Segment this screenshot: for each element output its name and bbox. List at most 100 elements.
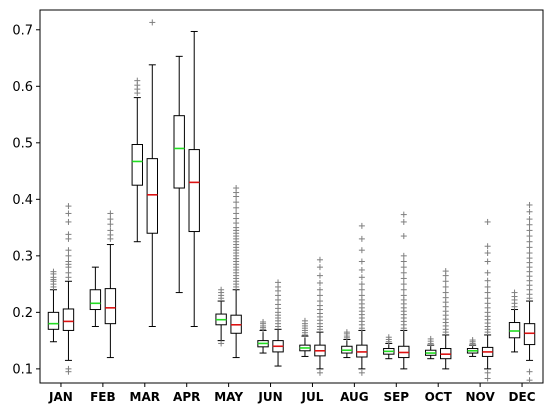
outlier-marker xyxy=(484,277,491,284)
outlier-marker xyxy=(385,334,392,341)
outlier-marker xyxy=(65,269,72,276)
y-axis: 0.1 0.2 0.3 0.4 0.5 0.6 0.7 xyxy=(12,23,40,377)
x-tick-label-sep: SEP xyxy=(383,390,409,404)
x-axis: JAN FEB MAR APR MAY JUN JUL AUG SEP OCT NOV DEC xyxy=(48,383,536,404)
x-tick-label-jan: JAN xyxy=(48,390,73,404)
outlier-marker xyxy=(149,19,156,26)
outlier-marker xyxy=(427,335,434,342)
x-tick-label-oct: OCT xyxy=(425,390,453,404)
x-tick-label-jul: JUL xyxy=(301,390,324,404)
outlier-marker xyxy=(65,247,72,254)
outlier-marker xyxy=(358,235,365,242)
box-iqr xyxy=(104,288,117,325)
outlier-marker xyxy=(484,243,491,250)
outlier-marker xyxy=(484,258,491,265)
box-iqr xyxy=(89,289,102,311)
outlier-marker xyxy=(400,233,407,240)
outlier-marker xyxy=(442,268,449,275)
x-tick-label-apr: APR xyxy=(173,390,200,404)
y-tick-label: 0.2 xyxy=(12,306,33,321)
outlier-marker xyxy=(107,210,114,217)
y-tick-label: 0.3 xyxy=(12,249,33,264)
box-red-apr xyxy=(188,30,200,327)
box-iqr xyxy=(62,308,75,331)
outlier-marker xyxy=(400,286,407,293)
box-green-may xyxy=(215,286,227,347)
outlier-marker xyxy=(358,286,365,293)
outlier-marker xyxy=(358,247,365,254)
outlier-marker xyxy=(526,238,533,245)
outlier-marker xyxy=(442,278,449,285)
outlier-marker xyxy=(343,329,350,336)
outlier-marker xyxy=(484,269,491,276)
box-iqr xyxy=(173,115,185,189)
outlier-marker xyxy=(233,204,240,211)
outlier-marker xyxy=(358,266,365,273)
outlier-marker xyxy=(526,221,533,228)
outlier-marker xyxy=(526,201,533,208)
box-red-feb xyxy=(104,210,117,359)
outlier-marker xyxy=(65,210,72,217)
outlier-marker xyxy=(358,369,365,376)
box-green-apr xyxy=(173,55,185,294)
box-red-dec xyxy=(523,201,536,384)
outlier-marker xyxy=(484,283,491,290)
outlier-marker xyxy=(484,300,491,307)
box-green-jan xyxy=(47,268,60,343)
box-red-nov xyxy=(481,218,494,382)
outlier-marker xyxy=(301,317,308,324)
box-red-mar xyxy=(146,19,158,327)
box-series xyxy=(47,19,536,384)
box-red-aug xyxy=(356,222,368,376)
outlier-marker xyxy=(316,279,323,286)
outlier-marker xyxy=(484,289,491,296)
box-green-aug xyxy=(341,329,353,359)
x-tick-label-jun: JUN xyxy=(257,390,282,404)
box-iqr xyxy=(146,158,158,234)
box-green-sep xyxy=(383,334,395,360)
outlier-marker xyxy=(400,252,407,259)
y-tick-label: 0.4 xyxy=(12,193,33,208)
box-green-oct xyxy=(425,335,437,360)
outlier-marker xyxy=(107,216,114,223)
box-iqr xyxy=(508,322,521,339)
outlier-marker xyxy=(260,318,267,325)
y-tick-label: 0.5 xyxy=(12,136,33,151)
y-tick-label: 0.7 xyxy=(12,23,33,38)
outlier-marker xyxy=(107,227,114,234)
box-green-feb xyxy=(89,266,102,327)
outlier-marker xyxy=(526,208,533,215)
y-tick-label: 0.1 xyxy=(12,362,33,377)
box-red-jun xyxy=(272,279,284,367)
outlier-marker xyxy=(65,365,72,372)
outlier-marker xyxy=(233,199,240,206)
outlier-marker xyxy=(316,286,323,293)
outlier-marker xyxy=(65,258,72,265)
box-red-may xyxy=(230,185,242,359)
outlier-marker xyxy=(526,227,533,234)
outlier-marker xyxy=(65,203,72,210)
box-green-nov xyxy=(466,337,479,357)
box-iqr xyxy=(356,344,368,358)
outlier-marker xyxy=(50,268,57,275)
outlier-marker xyxy=(511,289,518,296)
outlier-marker xyxy=(400,264,407,271)
outlier-marker xyxy=(358,281,365,288)
outlier-marker xyxy=(484,295,491,302)
outlier-marker xyxy=(233,210,240,217)
outlier-marker xyxy=(400,211,407,218)
outlier-marker xyxy=(316,292,323,299)
outlier-marker xyxy=(484,375,491,382)
x-tick-label-may: MAY xyxy=(214,390,243,404)
box-red-sep xyxy=(398,211,410,370)
outlier-marker xyxy=(358,274,365,281)
outlier-marker xyxy=(134,77,141,84)
outlier-marker xyxy=(442,283,449,290)
outlier-marker xyxy=(65,218,72,225)
outlier-marker xyxy=(484,250,491,257)
x-tick-label-dec: DEC xyxy=(509,390,536,404)
outlier-marker xyxy=(526,233,533,240)
outlier-marker xyxy=(316,298,323,305)
outlier-marker xyxy=(442,289,449,296)
